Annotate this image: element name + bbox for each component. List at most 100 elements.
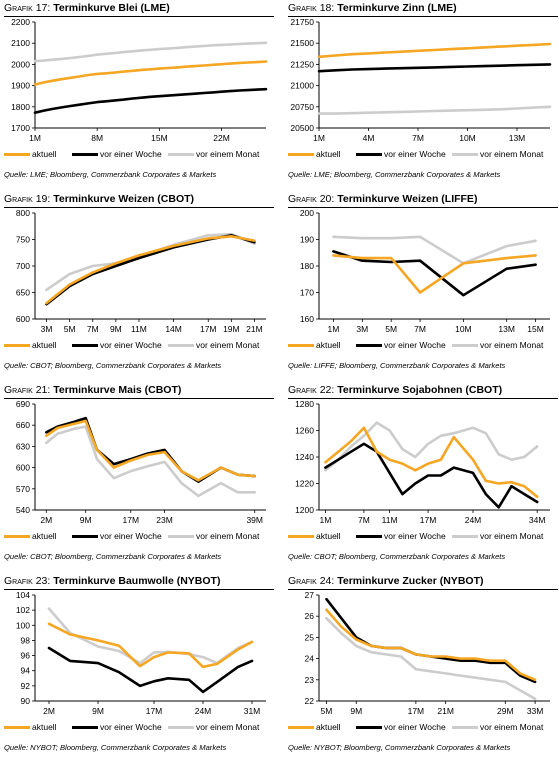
chart-legend: aktuell vor einer Woche vor einem Monat: [288, 149, 558, 161]
legend-label: vor einer Woche: [384, 340, 446, 350]
series-line-aktuell: [33, 60, 268, 86]
y-tick-label: 20500: [290, 123, 314, 133]
y-tick-label: 170: [300, 288, 314, 298]
x-tick-label: 7M: [87, 324, 99, 334]
x-tick-label: 24M: [195, 706, 212, 716]
y-tick-label: 160: [300, 314, 314, 324]
y-tick-label: 92: [21, 681, 31, 691]
legend-item-aktuell: aktuell: [288, 722, 341, 732]
line-chart: 22 23 24 25 26 27 5M 9M 17M 21M 29M 33M: [305, 591, 550, 716]
x-tick-label: 10M: [459, 133, 476, 143]
x-tick-label: 34M: [529, 515, 546, 525]
chart-title: Grafik 17: Terminkurve Blei (LME): [4, 2, 274, 17]
y-tick-label: 1240: [295, 452, 314, 462]
x-tick-label: 33M: [527, 706, 544, 716]
chart-source: Quelle: CBOT; Bloomberg, Commerzbank Cor…: [4, 552, 222, 561]
y-tick-label: 690: [16, 400, 30, 409]
chart-legend: aktuell vor einer Woche vor einem Monat: [4, 149, 274, 161]
legend-item-woche: vor einer Woche: [356, 531, 446, 541]
legend-swatch: [168, 153, 194, 157]
legend-item-woche: vor einer Woche: [72, 340, 162, 350]
x-tick-label: 1M: [320, 515, 332, 525]
series-line-aktuell: [44, 419, 256, 482]
x-tick-label: 23M: [156, 515, 173, 525]
legend-swatch: [356, 726, 382, 730]
chart-number: Grafik 19:: [4, 193, 54, 205]
y-tick-label: 700: [16, 261, 30, 271]
legend-label: aktuell: [316, 722, 341, 732]
legend-swatch: [168, 726, 194, 730]
chart-panel-sojabohnen: Grafik 22: Terminkurve Sojabohnen (CBOT)…: [288, 384, 558, 575]
chart-panel-baumwolle: Grafik 23: Terminkurve Baumwolle (NYBOT)…: [4, 575, 274, 766]
y-tick-label: 1220: [295, 479, 314, 489]
chart-source: Quelle: NYBOT; Bloomberg, Commerzbank Co…: [4, 743, 227, 752]
x-tick-label: 1M: [29, 133, 41, 143]
chart-legend: aktuell vor einer Woche vor einem Monat: [4, 531, 274, 543]
x-tick-label: 1M: [328, 324, 340, 334]
x-tick-label: 17M: [123, 515, 140, 525]
legend-label: aktuell: [316, 149, 341, 159]
legend-swatch: [72, 344, 98, 348]
legend-swatch: [452, 153, 478, 157]
y-tick-label: 96: [21, 651, 31, 661]
chart-title-text: Terminkurve Weizen (LIFFE): [337, 193, 478, 205]
legend-swatch: [356, 344, 382, 348]
legend-item-aktuell: aktuell: [4, 340, 57, 350]
chart-title-text: Terminkurve Weizen (CBOT): [53, 193, 195, 205]
x-tick-label: 5M: [321, 706, 333, 716]
legend-swatch: [288, 535, 314, 539]
legend-item-monat: vor einem Monat: [452, 531, 543, 541]
x-tick-label: 29M: [497, 706, 514, 716]
chart-number: Grafik 22:: [288, 384, 338, 396]
y-tick-label: 1260: [295, 426, 314, 436]
series-line-woche: [45, 233, 256, 306]
legend-swatch: [4, 344, 30, 348]
x-tick-label: 7M: [358, 515, 370, 525]
y-tick-label: 180: [300, 261, 314, 271]
legend-label: vor einem Monat: [480, 722, 544, 732]
chart-title: Grafik 22: Terminkurve Sojabohnen (CBOT): [288, 384, 558, 399]
legend-label: vor einem Monat: [480, 149, 544, 159]
legend-item-aktuell: aktuell: [288, 149, 341, 159]
chart-panel-zucker: Grafik 24: Terminkurve Zucker (NYBOT) 22 2…: [288, 575, 558, 766]
chart-number: Grafik 18:: [288, 2, 338, 14]
chart-number: Grafik 21:: [4, 384, 54, 396]
legend-item-monat: vor einem Monat: [452, 722, 543, 732]
y-tick-label: 1900: [11, 81, 30, 91]
series-line-monat: [33, 41, 268, 63]
x-tick-label: 17M: [146, 706, 163, 716]
y-tick-label: 21000: [290, 81, 314, 91]
x-tick-label: 39M: [246, 515, 263, 525]
legend-swatch: [4, 535, 30, 539]
legend-swatch: [4, 153, 30, 157]
series-line-woche: [324, 442, 539, 509]
chart-source: Quelle: CBOT; Bloomberg, Commerzbank Cor…: [4, 361, 222, 370]
legend-swatch: [452, 535, 478, 539]
series-line-aktuell: [324, 426, 539, 499]
legend-label: vor einem Monat: [196, 149, 260, 159]
y-tick-label: 1800: [11, 102, 30, 112]
x-tick-label: 17M: [408, 706, 425, 716]
legend-item-monat: vor einem Monat: [168, 722, 259, 732]
series-line-aktuell: [47, 622, 254, 669]
legend-swatch: [452, 344, 478, 348]
series-line-monat: [317, 105, 552, 115]
line-chart: 540 570 600 630 660 690 2M 9M 17M 23M 39M: [16, 400, 266, 525]
line-chart: 1700 1800 1900 2000 2100 2200 1M 8M 15M 22M: [11, 18, 268, 143]
legend-label: vor einer Woche: [100, 722, 162, 732]
y-tick-label: 98: [21, 635, 31, 645]
y-tick-label: 26: [305, 611, 315, 621]
x-tick-label: 13M: [509, 133, 526, 143]
legend-label: aktuell: [32, 722, 57, 732]
legend-swatch: [72, 535, 98, 539]
legend-item-aktuell: aktuell: [4, 722, 57, 732]
x-tick-label: 13M: [498, 324, 515, 334]
y-tick-label: 21750: [290, 18, 314, 27]
line-chart: 160 170 180 190 200 1M 3M 5M 7M 10M 13M 15M: [300, 209, 550, 334]
chart-title-text: Terminkurve Zucker (NYBOT): [337, 575, 484, 587]
legend-item-woche: vor einer Woche: [72, 149, 162, 159]
legend-swatch: [168, 535, 194, 539]
series-line-monat: [44, 425, 256, 498]
y-tick-label: 102: [16, 605, 30, 615]
legend-label: vor einem Monat: [196, 722, 260, 732]
